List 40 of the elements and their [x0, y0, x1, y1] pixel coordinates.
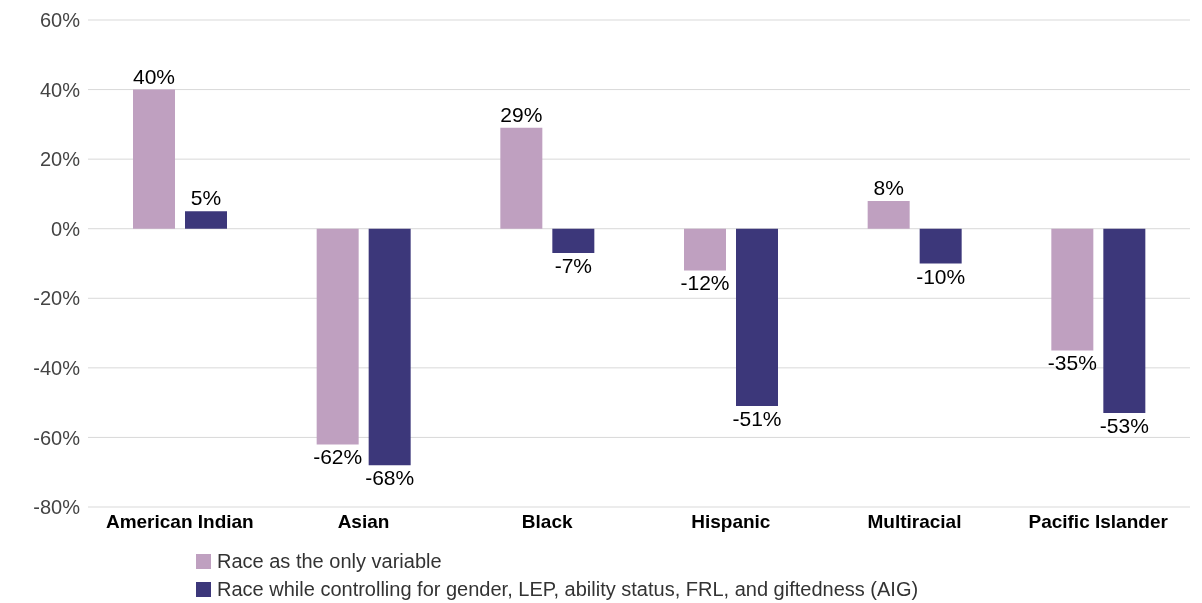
bar [1103, 228, 1146, 414]
bar [133, 89, 175, 229]
data-label: -53% [1099, 414, 1149, 438]
bar [1051, 228, 1094, 351]
y-tick-label: 0% [51, 217, 81, 240]
data-label: -62% [313, 445, 363, 469]
data-label: 29% [500, 102, 543, 126]
data-label: -68% [365, 466, 415, 490]
y-tick-label: -80% [33, 496, 81, 519]
y-tick-label: -60% [33, 426, 81, 449]
data-label: -51% [732, 407, 782, 431]
y-tick-label: 40% [39, 78, 81, 101]
data-label: -12% [680, 271, 730, 295]
y-tick-label: -40% [33, 356, 81, 379]
bar [368, 228, 411, 466]
bar [867, 200, 910, 229]
bar [185, 211, 227, 229]
legend-label: Race while controlling for gender, LEP, ability status, FRL, and giftedness (AIG) [217, 577, 919, 602]
bar [316, 228, 359, 445]
y-tick-label: -20% [33, 287, 81, 310]
data-label: -10% [916, 264, 966, 288]
x-tick-label: Pacific Islander [1028, 511, 1169, 533]
data-label: -35% [1047, 351, 1097, 375]
x-tick-label: Hispanic [691, 511, 771, 533]
data-label: 5% [190, 186, 222, 210]
bar [684, 228, 726, 271]
x-tick-label: Black [521, 511, 573, 533]
bar [736, 228, 778, 407]
bar [919, 228, 962, 264]
data-label: -7% [554, 254, 593, 278]
y-tick-label: 20% [39, 148, 81, 171]
bar [500, 127, 543, 229]
x-tick-label: American Indian [105, 511, 254, 533]
x-tick-label: Asian [337, 511, 390, 533]
data-label: 8% [873, 175, 904, 199]
data-label: 40% [132, 64, 176, 88]
bar [552, 228, 595, 254]
x-tick-label: Multiracial [867, 511, 962, 533]
y-tick-label: 60% [39, 9, 81, 32]
legend-label: Race as the only variable [217, 549, 442, 574]
